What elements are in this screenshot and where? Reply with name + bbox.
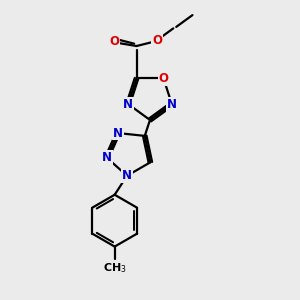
- Text: N: N: [102, 151, 112, 164]
- Text: O: O: [152, 34, 162, 46]
- Text: N: N: [122, 169, 132, 182]
- Text: O: O: [158, 72, 169, 85]
- Text: CH$_3$: CH$_3$: [103, 261, 127, 275]
- Text: N: N: [113, 127, 123, 140]
- Text: N: N: [123, 98, 133, 111]
- Text: O: O: [110, 35, 119, 48]
- Text: N: N: [167, 98, 177, 111]
